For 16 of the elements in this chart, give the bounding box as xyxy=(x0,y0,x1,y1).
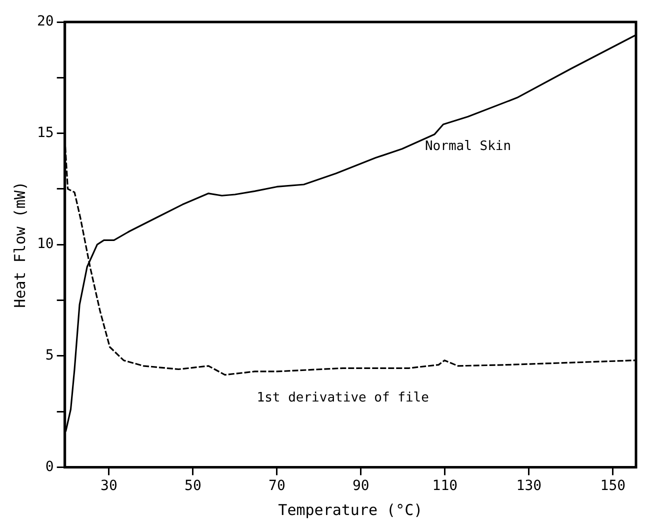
x-tick-label: 30 xyxy=(100,478,118,494)
series-label: 1st derivative of file xyxy=(256,390,430,406)
y-tick-label: 15 xyxy=(37,124,54,141)
x-tick-label: 90 xyxy=(352,478,370,494)
y-tick-label: 20 xyxy=(37,14,54,30)
y-axis-title: Heat Flow (mW) xyxy=(10,181,29,308)
x-tick-label: 130 xyxy=(516,478,542,494)
x-axis-title: Temperature (°C) xyxy=(278,500,423,519)
x-tick-label: 110 xyxy=(432,478,458,494)
y-tick-label: 0 xyxy=(45,458,54,475)
series-label: Normal Skin xyxy=(424,138,512,154)
y-tick-label: 10 xyxy=(37,236,54,252)
x-tick-label: 150 xyxy=(600,478,626,494)
x-tick-label: 50 xyxy=(184,478,202,494)
x-tick-label: 70 xyxy=(268,478,286,494)
y-tick-label: 5 xyxy=(45,348,54,364)
